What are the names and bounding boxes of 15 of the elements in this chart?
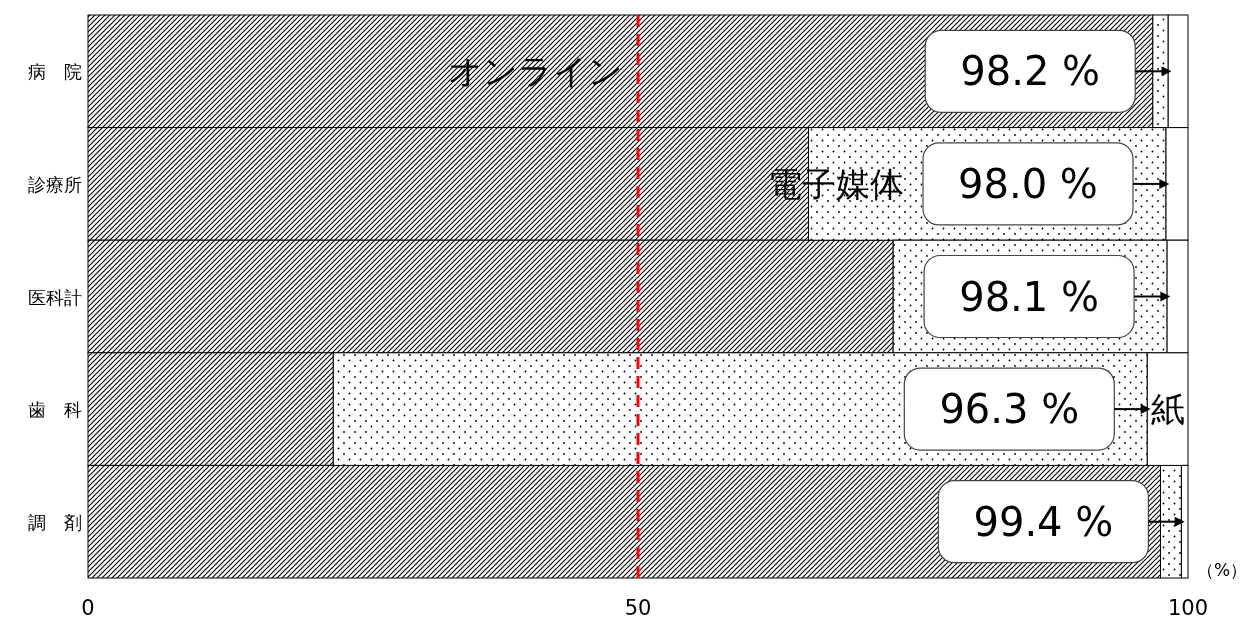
annotation: 98.1 % xyxy=(959,273,1099,320)
y-tick-label: 病 院 xyxy=(28,61,82,83)
x-axis-title: （%） xyxy=(1196,560,1248,580)
annotation: 99.4 % xyxy=(973,498,1114,545)
y-tick-label: 診療所 xyxy=(28,173,82,195)
annotation: 98.2 % xyxy=(960,48,1101,95)
y-tick-label: 歯 科 xyxy=(28,399,82,421)
x-tick-label: 50 xyxy=(624,596,652,620)
y-tick-label: 調 剤 xyxy=(28,511,82,533)
x-tick-label: 0 xyxy=(81,596,95,620)
series-label: 紙 xyxy=(1150,389,1185,430)
y-tick-label: 医科計 xyxy=(28,286,82,308)
annotation: 96.3 % xyxy=(939,386,1080,433)
annotation: 98.0 % xyxy=(958,160,1098,207)
x-tick-label: 100 xyxy=(1167,596,1209,620)
